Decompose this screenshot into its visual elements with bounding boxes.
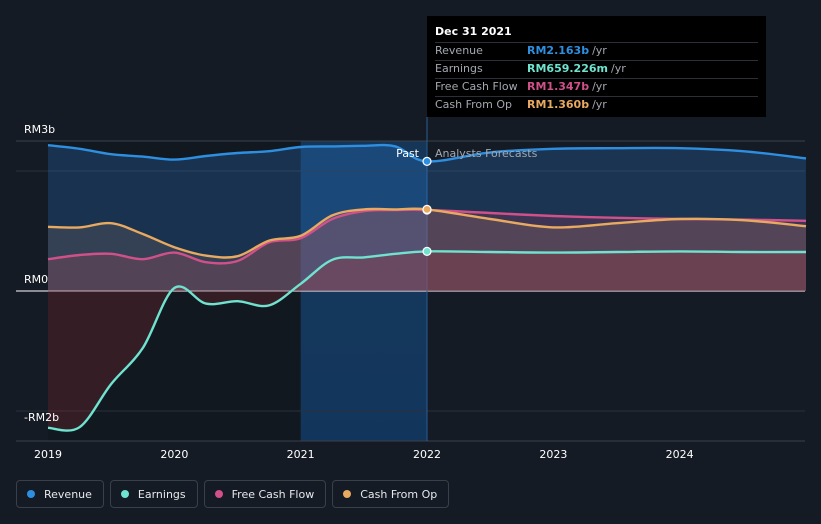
earnings-line [47, 250, 807, 432]
tooltip-panel: Dec 31 2021 Revenue RM2.163b /yr Earning… [427, 16, 766, 117]
legend-item-cash-from-op[interactable]: Cash From Op [332, 480, 450, 508]
tooltip-label: Cash From Op [435, 98, 513, 111]
legend-dot-icon [343, 490, 352, 498]
y-tick-label: RM3b [24, 123, 55, 136]
tooltip-value: RM1.360b [527, 98, 590, 111]
past-label: Past [396, 147, 420, 160]
x-tick-label: 2021 [287, 448, 315, 461]
tooltip-label: Revenue [435, 44, 483, 57]
legend-label: Revenue [44, 487, 92, 501]
cash-from-op-line [47, 207, 807, 259]
tooltip-row-earnings: Earnings RM659.226m /yr [435, 60, 758, 78]
free-cash-flow-line [47, 208, 807, 265]
x-tick-label: 2020 [160, 448, 188, 461]
earnings-marker [422, 246, 432, 256]
legend-item-earnings[interactable]: Earnings [109, 480, 198, 508]
tooltip-value: RM659.226m [527, 62, 608, 75]
y-tick-label: RM0 [24, 273, 48, 286]
legend-item-revenue[interactable]: Revenue [16, 480, 104, 508]
legend-dot-icon [214, 490, 223, 498]
tooltip-unit: /yr [592, 44, 607, 57]
legend-label: Cash From Op [360, 487, 438, 501]
legend-item-free-cash-flow[interactable]: Free Cash Flow [203, 480, 327, 508]
legend-dot-icon [120, 490, 129, 498]
tooltip-unit: /yr [592, 80, 607, 93]
revenue-line [47, 143, 807, 163]
chart-legend: Revenue Earnings Free Cash Flow Cash Fro… [16, 480, 450, 508]
tooltip-row-revenue: Revenue RM2.163b /yr [435, 42, 758, 60]
legend-label: Earnings [137, 487, 186, 501]
tooltip-unit: /yr [592, 98, 607, 111]
tooltip-value: RM1.347b [527, 80, 590, 93]
tooltip-unit: /yr [610, 62, 626, 75]
x-tick-label: 2019 [34, 448, 62, 461]
y-tick-label: -RM2b [24, 411, 59, 424]
legend-label: Free Cash Flow [231, 487, 315, 501]
tooltip-value: RM2.163b [527, 44, 590, 57]
tooltip-date: Dec 31 2021 [435, 25, 512, 38]
tooltip-label: Earnings [435, 62, 483, 75]
x-tick-label: 2024 [666, 448, 694, 461]
tooltip-label: Free Cash Flow [435, 80, 518, 93]
cash-from-op-marker [422, 204, 432, 214]
revenue-marker [422, 156, 432, 166]
revenue-area [48, 145, 806, 291]
forecast-label: Analysts Forecasts [435, 147, 538, 160]
earnings-area [48, 251, 806, 431]
x-tick-label: 2022 [413, 448, 441, 461]
tooltip-row-free-cash-flow: Free Cash Flow RM1.347b /yr [435, 78, 758, 96]
x-tick-label: 2023 [539, 448, 567, 461]
legend-dot-icon [27, 490, 35, 498]
tooltip-row-cash-from-op: Cash From Op RM1.360b /yr [435, 96, 758, 114]
